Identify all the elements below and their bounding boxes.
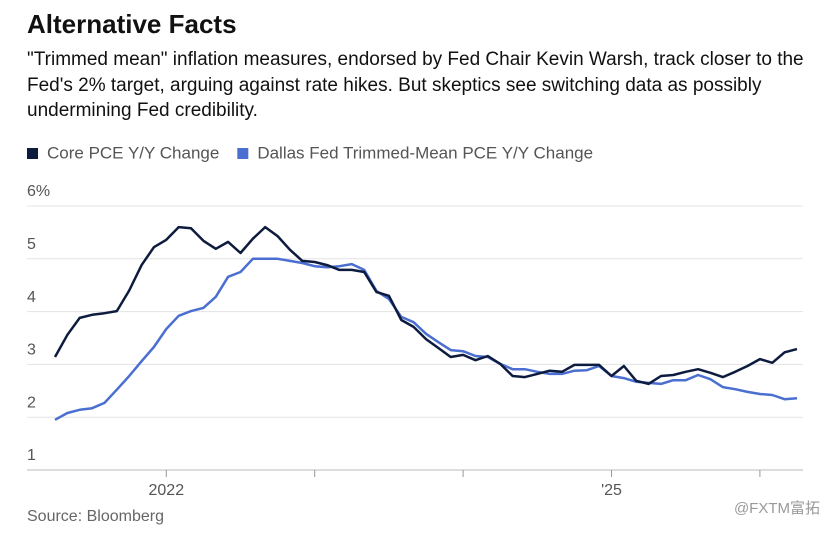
watermark: @FXTM富拓 — [734, 499, 820, 517]
y-tick-label: 4 — [27, 289, 36, 306]
chart-title: Alternative Facts — [27, 9, 237, 39]
series-line — [54, 257, 798, 421]
y-tick-label: 2 — [27, 394, 36, 411]
y-tick-label: 3 — [27, 342, 36, 359]
x-tick-label: '25 — [601, 482, 622, 499]
x-tick-label: 2022 — [149, 482, 185, 499]
y-tick-label: 5 — [27, 236, 36, 253]
source: Source: Bloomberg — [27, 508, 164, 525]
legend-swatch — [237, 148, 249, 159]
series-line — [53, 225, 798, 386]
legend-label: Core PCE Y/Y Change — [47, 143, 219, 162]
y-tick-label: 1 — [27, 447, 36, 464]
legend-label: Dallas Fed Trimmed-Mean PCE Y/Y Change — [257, 143, 593, 162]
y-tick-label: 6% — [27, 183, 50, 200]
subtitle: "Trimmed mean" inflation measures, endor… — [27, 49, 804, 121]
legend-swatch — [27, 148, 38, 159]
